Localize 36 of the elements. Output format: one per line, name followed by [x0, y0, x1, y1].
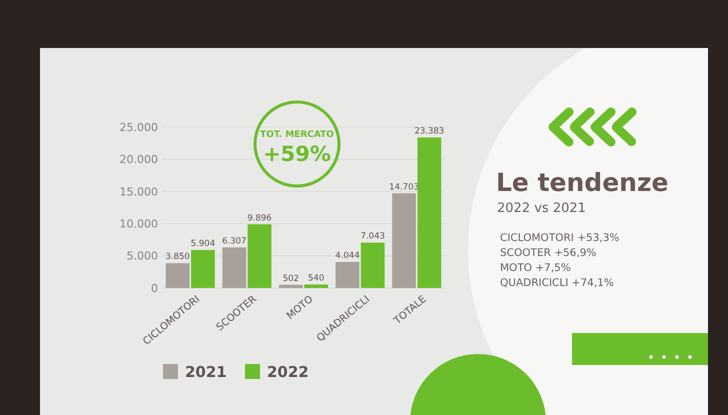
y-tick-label: 10.000 — [120, 217, 158, 230]
text: Le tendenze — [496, 168, 668, 197]
annotation: TOT. MERCATO — [260, 130, 334, 140]
bar — [417, 137, 442, 288]
bar — [304, 284, 328, 288]
text: 2022 vs 2021 — [497, 201, 586, 216]
annotation: +59% — [263, 142, 331, 166]
legend-label: 2022 — [267, 363, 309, 381]
data-label: 9.896 — [247, 213, 272, 224]
bar — [278, 284, 303, 288]
y-tick-label: 5.000 — [126, 250, 158, 263]
data-label: 23.383 — [414, 126, 444, 136]
bar — [222, 247, 246, 288]
bar — [191, 250, 215, 288]
text: QUADRICICLI +74,1% — [500, 277, 614, 289]
bar — [392, 193, 416, 288]
bar — [360, 242, 385, 288]
data-label: 540 — [308, 274, 324, 284]
data-label: 3.850 — [165, 252, 190, 262]
bar — [336, 262, 360, 288]
y-tick-label: 25.000 — [120, 120, 158, 134]
y-tick-label: 15.000 — [120, 185, 158, 198]
data-label: 14.703 — [389, 182, 419, 192]
data-label: 6.307 — [222, 236, 246, 246]
y-tick-label: 0 — [151, 282, 158, 295]
bar — [166, 263, 190, 288]
bar — [248, 224, 272, 288]
y-tick-label: 20.000 — [120, 153, 158, 166]
legend-label: 2021 — [185, 363, 227, 381]
data-label: 5.904 — [190, 238, 216, 249]
text: CICLOMOTORI +53,3% — [500, 232, 620, 244]
text: MOTO +7,5% — [500, 262, 571, 274]
data-label: 7.043 — [360, 232, 385, 242]
data-label: 502 — [282, 274, 299, 284]
text: SCOOTER +56,9% — [500, 247, 596, 259]
data-label: 4.044 — [335, 250, 360, 261]
